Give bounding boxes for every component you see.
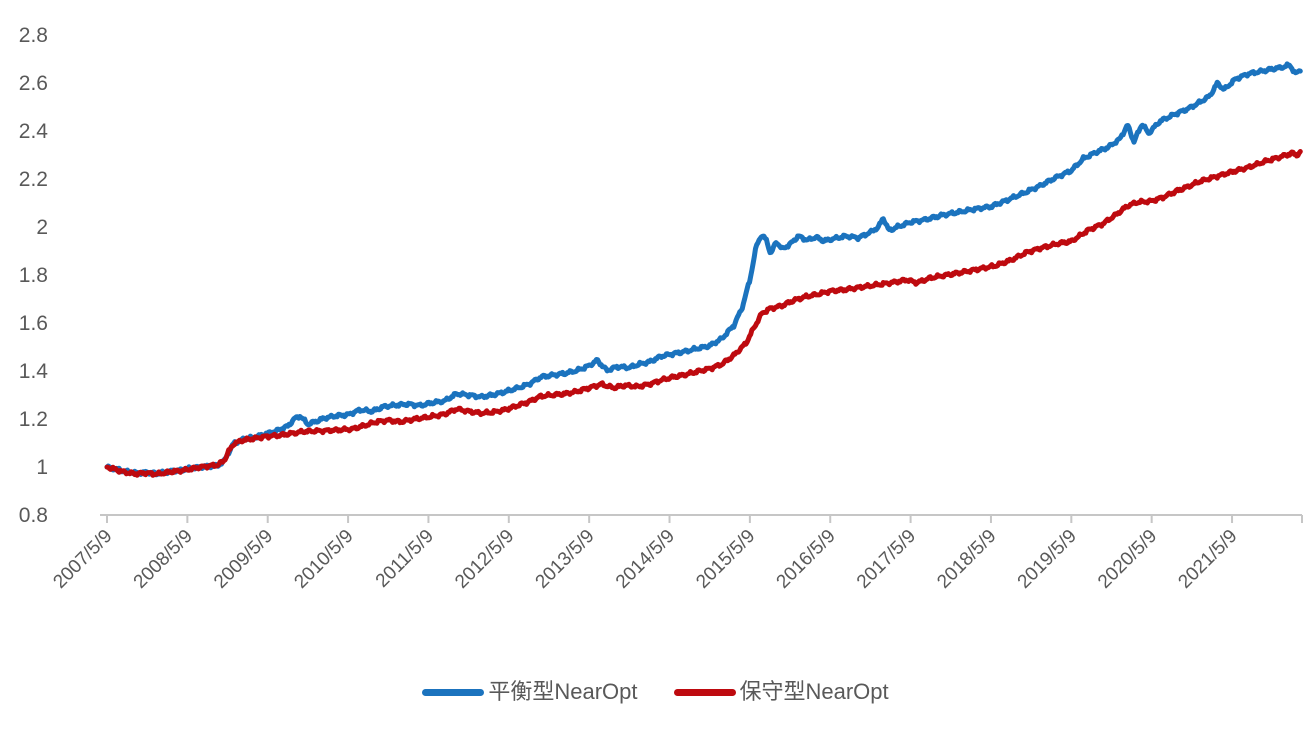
legend-label-series-0: 平衡型NearOpt xyxy=(488,679,638,704)
x-tick-label: 2019/5/9 xyxy=(1014,526,1081,593)
y-tick-label: 1.6 xyxy=(19,312,48,335)
x-tick-label: 2009/5/9 xyxy=(210,526,277,593)
legend-line-swatch-blue-icon xyxy=(422,688,485,696)
x-tick-label: 2011/5/9 xyxy=(372,526,438,592)
y-tick-label: 1.8 xyxy=(19,264,48,287)
legend-item-series-0: 平衡型NearOpt xyxy=(422,679,638,704)
x-tick-label: 2014/5/9 xyxy=(612,526,679,593)
y-tick-label: 1.2 xyxy=(19,408,48,431)
legend-line-swatch-red-icon xyxy=(673,688,736,696)
y-tick-label: 2.8 xyxy=(19,24,48,47)
x-tick-label: 2016/5/9 xyxy=(773,526,840,593)
y-tick-label: 2.4 xyxy=(19,120,49,143)
legend-label-series-1: 保守型NearOpt xyxy=(739,679,889,704)
x-tick-label: 2020/5/9 xyxy=(1094,526,1161,593)
legend-item-series-1: 保守型NearOpt xyxy=(673,679,889,704)
y-tick-label: 0.8 xyxy=(19,504,48,527)
series-line-1 xyxy=(104,149,1303,478)
y-tick-label: 1 xyxy=(36,456,48,479)
x-tick-label: 2017/5/9 xyxy=(853,526,920,593)
y-tick-label: 2.6 xyxy=(19,72,48,95)
x-tick-label: 2010/5/9 xyxy=(290,526,357,593)
series-line-0 xyxy=(104,61,1303,478)
x-tick-label: 2013/5/9 xyxy=(532,526,599,593)
x-tick-label: 2007/5/9 xyxy=(49,526,116,593)
y-tick-label: 1.4 xyxy=(19,360,49,383)
y-tick-label: 2.2 xyxy=(19,168,48,191)
chart-legend: 平衡型NearOpt 保守型NearOpt xyxy=(0,681,1311,703)
x-tick-label: 2021/5/9 xyxy=(1174,526,1241,593)
x-tick-label: 2018/5/9 xyxy=(933,526,1000,593)
x-tick-label: 2008/5/9 xyxy=(130,526,197,593)
x-tick-label: 2015/5/9 xyxy=(692,526,759,593)
y-tick-label: 2 xyxy=(36,216,48,239)
x-tick-label: 2012/5/9 xyxy=(451,526,518,593)
